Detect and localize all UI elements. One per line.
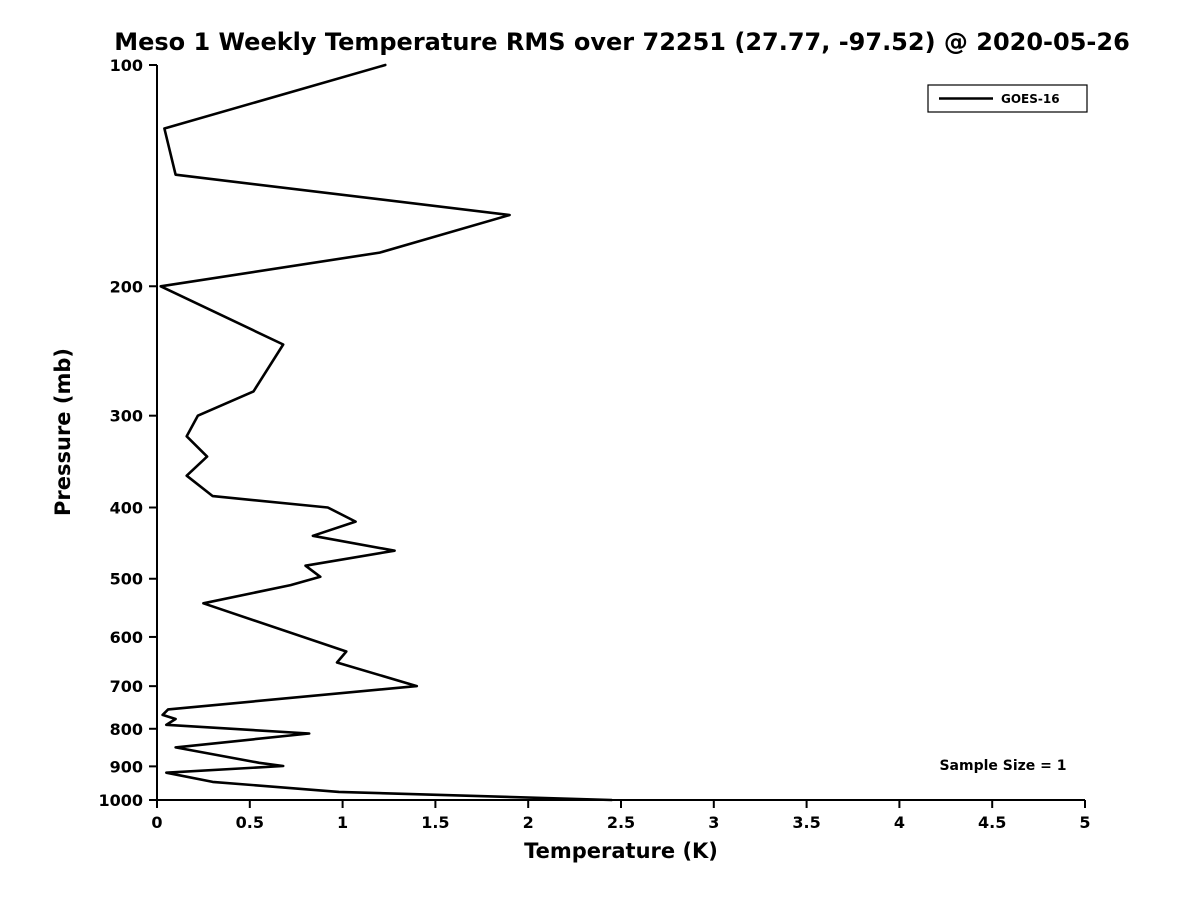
x-tick-label: 1.5 xyxy=(421,813,449,832)
y-tick-label: 800 xyxy=(110,720,143,739)
y-tick-label: 500 xyxy=(110,570,143,589)
y-tick-label: 700 xyxy=(110,677,143,696)
x-tick-label: 5 xyxy=(1079,813,1090,832)
sample-size-annotation: Sample Size = 1 xyxy=(939,758,1066,774)
y-axis-label: Pressure (mb) xyxy=(51,348,75,516)
data-line-goes-16 xyxy=(159,63,614,802)
y-tick-label: 1000 xyxy=(98,791,143,810)
y-tick-label: 900 xyxy=(110,757,143,776)
x-tick-label: 2.5 xyxy=(607,813,635,832)
x-tick-label: 1 xyxy=(337,813,348,832)
x-tick-label: 0.5 xyxy=(236,813,264,832)
y-tick-label: 600 xyxy=(110,628,143,647)
legend-label: GOES-16 xyxy=(1001,92,1060,106)
x-axis-label: Temperature (K) xyxy=(524,839,718,863)
x-tick-label: 4 xyxy=(894,813,905,832)
y-tick-label: 300 xyxy=(110,407,143,426)
y-tick-label: 200 xyxy=(110,277,143,296)
chart-title: Meso 1 Weekly Temperature RMS over 72251… xyxy=(114,28,1130,56)
x-tick-label: 2 xyxy=(523,813,534,832)
data-series xyxy=(159,63,614,802)
x-tick-label: 3.5 xyxy=(792,813,820,832)
x-tick-label: 3 xyxy=(708,813,719,832)
x-tick-label: 0 xyxy=(151,813,162,832)
y-tick-label: 400 xyxy=(110,499,143,518)
x-tick-label: 4.5 xyxy=(978,813,1006,832)
y-tick-label: 100 xyxy=(110,56,143,75)
axis-spines xyxy=(156,65,1085,801)
axes: 0 0.5 1 1.5 2 2.5 3 3.5 4 4.5 5 100 200 300 400 500 600 7… xyxy=(98,56,1090,832)
legend: GOES-16 xyxy=(927,84,1088,113)
